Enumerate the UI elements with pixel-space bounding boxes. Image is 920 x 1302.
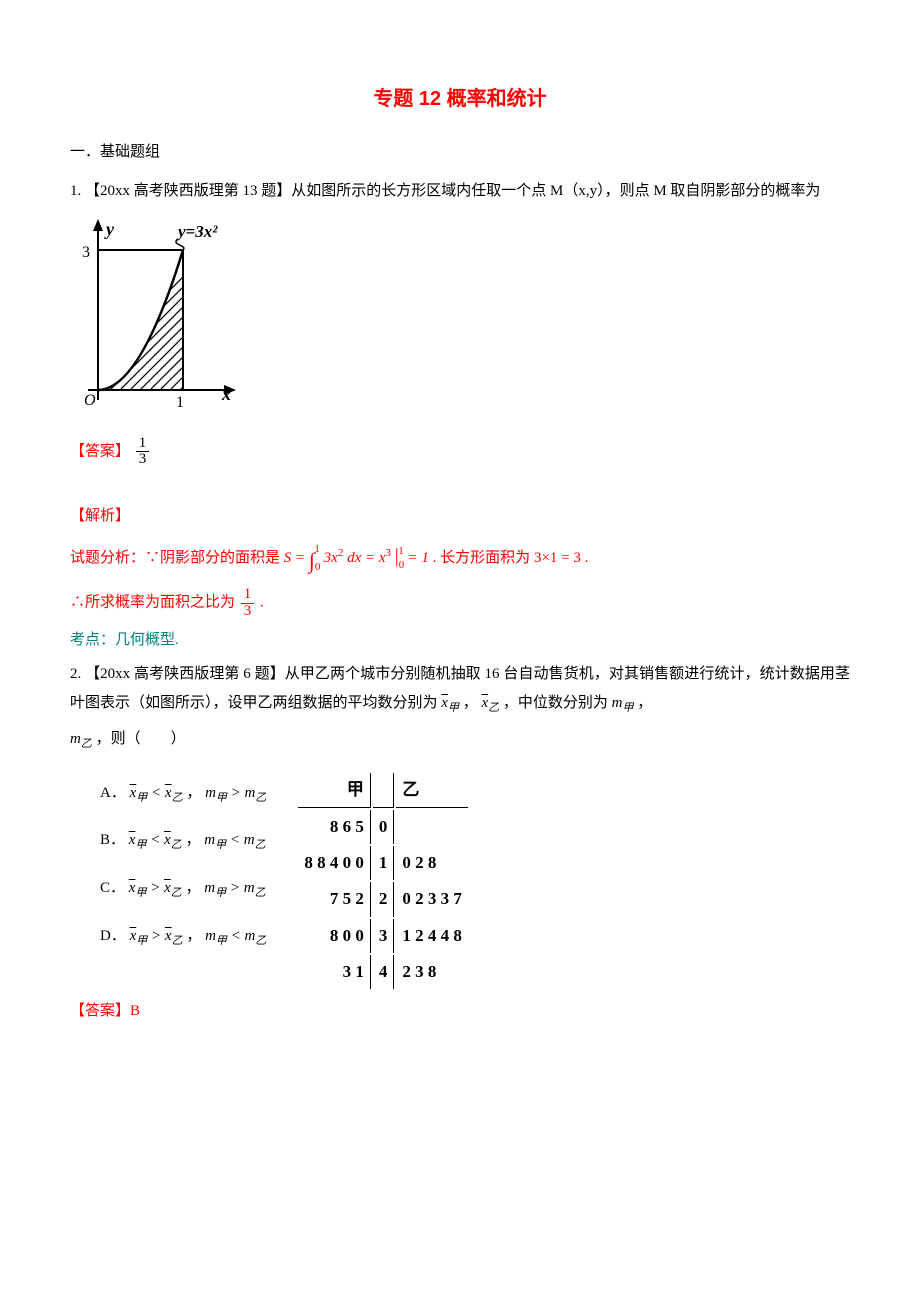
- q2-prompt: 2. 【20xx 高考陕西版理第 6 题】从甲乙两个城市分别随机抽取 16 台自…: [70, 660, 850, 718]
- explain-formula: S = ∫01 3x2 dx = x3 |01 = 1: [284, 550, 429, 566]
- explain-line2: ∴所求概率为面积之比为 1 3 .: [70, 587, 850, 620]
- option-c-label: C．: [100, 880, 125, 896]
- q1-prompt: 1. 【20xx 高考陕西版理第 13 题】从如图所示的长方形区域内任取一个点 …: [70, 177, 850, 206]
- svg-text:x: x: [221, 384, 231, 404]
- q2-prompt-2: m乙 ，则（ ）: [70, 725, 850, 755]
- explain-line2-suffix: .: [260, 595, 264, 611]
- q2-options: A． x甲 < x乙 ， m甲 > m乙 B． x甲 < x乙 ， m甲 < m…: [70, 761, 266, 971]
- explain-frac-num: 1: [241, 587, 255, 604]
- answer-label: 【答案】: [70, 443, 130, 459]
- q2-answer: 【答案】B: [70, 997, 850, 1026]
- option-d-label: D．: [100, 928, 126, 944]
- q2-options-row: A． x甲 < x乙 ， m甲 > m乙 B． x甲 < x乙 ， m甲 < m…: [70, 761, 850, 992]
- answer-frac-num: 1: [136, 436, 150, 453]
- q2-answer-label: 【答案】: [70, 1003, 130, 1019]
- svg-text:3: 3: [82, 244, 90, 261]
- explain-frac-den: 3: [241, 604, 255, 620]
- explain-label: 【解析】: [70, 502, 850, 531]
- q2-answer-value: B: [130, 1003, 140, 1019]
- svg-text:y: y: [104, 219, 115, 239]
- option-b: B． x甲 < x乙 ， m甲 < m乙: [100, 826, 266, 856]
- table-row: 8 6 5 0: [298, 810, 468, 844]
- option-b-label: B．: [100, 832, 125, 848]
- stem-head-left: 甲: [298, 773, 371, 808]
- q2-prompt-d: ，则（ ）: [96, 731, 186, 747]
- explain-line1: 试题分析：∵阴影部分的面积是 S = ∫01 3x2 dx = x3 |01 =…: [70, 537, 850, 582]
- stem-head-right: 乙: [396, 773, 468, 808]
- q1-graph: y x O 3 1 y=3x²: [70, 215, 850, 426]
- q2-prompt-b: ，中位数分别为: [503, 695, 612, 711]
- option-a: A． x甲 < x乙 ， m甲 > m乙: [100, 779, 266, 809]
- option-d: D． x甲 > x乙 ， m甲 < m乙: [100, 922, 266, 952]
- q2-prompt-c: ，: [637, 695, 652, 711]
- option-c: C． x甲 > x乙 ， m甲 > m乙: [100, 874, 266, 904]
- svg-text:y=3x²: y=3x²: [176, 222, 218, 241]
- q1-answer: 【答案】 1 3: [70, 436, 850, 469]
- table-row: 8 8 4 0 0 1 0 2 8: [298, 846, 468, 880]
- table-row: 3 1 4 2 3 8: [298, 955, 468, 989]
- option-a-label: A．: [100, 785, 126, 801]
- explain-rect: 3×1 = 3: [534, 550, 581, 566]
- q1-topic: 考点：几何概型.: [70, 626, 850, 655]
- explain-line1-suffix1: . 长方形面积为: [433, 550, 534, 566]
- q2-prompt-a: 2. 【20xx 高考陕西版理第 6 题】从甲乙两个城市分别随机抽取 16 台自…: [70, 666, 850, 711]
- page-title: 专题 12 概率和统计: [70, 80, 850, 118]
- svg-text:O: O: [84, 392, 96, 409]
- explain-line1-suffix2: .: [585, 550, 589, 566]
- explain-line1-prefix: 试题分析：∵阴影部分的面积是: [70, 550, 284, 566]
- answer-frac-den: 3: [136, 452, 150, 468]
- explain-line2-prefix: ∴所求概率为面积之比为: [70, 595, 239, 611]
- table-row: 7 5 2 2 0 2 3 3 7: [298, 882, 468, 916]
- table-row: 8 0 0 3 1 2 4 4 8: [298, 919, 468, 953]
- stem-leaf-table: 甲 乙 8 6 5 0 8 8 4 0 0 1 0 2 8 7 5 2 2 0 …: [296, 771, 470, 992]
- svg-text:1: 1: [176, 394, 184, 411]
- section-heading: 一．基础题组: [70, 138, 850, 167]
